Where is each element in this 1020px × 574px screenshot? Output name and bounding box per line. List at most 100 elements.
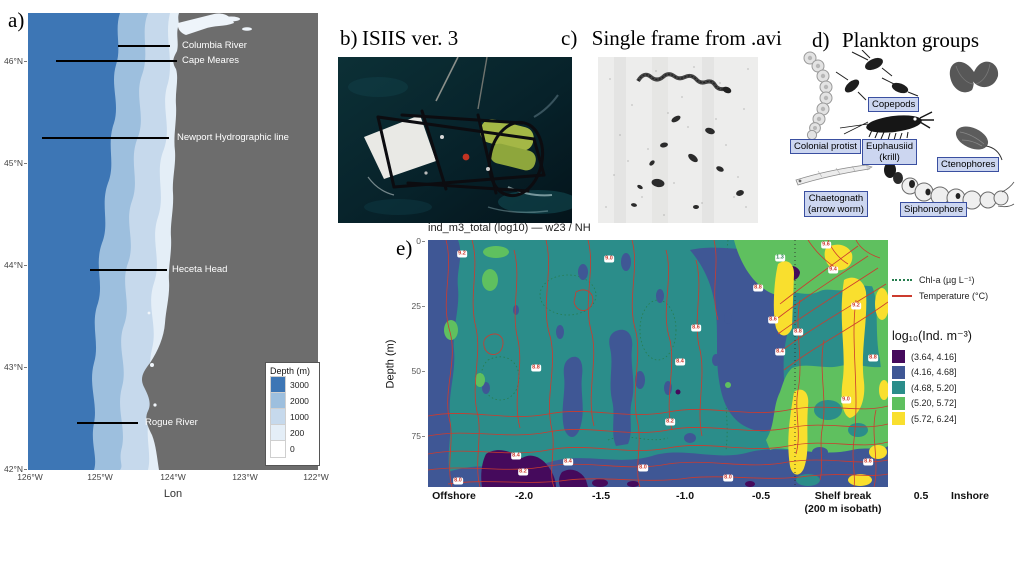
contour-label: 9.2 bbox=[457, 250, 467, 258]
panel-a-map: a) bbox=[0, 0, 335, 540]
fill-swatch bbox=[892, 365, 905, 379]
contour-label: 8.2 bbox=[518, 468, 528, 476]
contour-label: 8.4 bbox=[675, 358, 685, 366]
depth-value: 0 bbox=[290, 444, 295, 454]
distance-tick: -1.5 bbox=[591, 490, 611, 502]
distance-tick: 0.5 bbox=[913, 490, 929, 502]
panel-e-section: ind_m3_total (log10) — w23 / NH e) bbox=[380, 220, 1020, 530]
line-legend-swatch bbox=[892, 295, 912, 297]
fill-legend-title: log₁₀(Ind. m⁻³) bbox=[892, 329, 972, 343]
plankton-group-label: Chaetognath (arrow worm) bbox=[804, 191, 868, 217]
line-legend-row: Chl-a (µg L⁻¹) bbox=[892, 272, 1020, 288]
contour-label: 8.8 bbox=[793, 328, 803, 336]
overlay-line-legend: Chl-a (µg L⁻¹) Temperature (°C) bbox=[892, 272, 1020, 304]
section-graphic bbox=[428, 240, 888, 487]
isiis-frame-image bbox=[598, 57, 758, 223]
fill-swatch bbox=[892, 381, 905, 395]
contour-label: 9.6 bbox=[821, 241, 831, 249]
depth-value: 1000 bbox=[290, 412, 309, 422]
fill-bin-label: (4.68, 5.20] bbox=[911, 382, 957, 393]
fill-swatch bbox=[892, 412, 905, 426]
lat-tick: 44°N bbox=[4, 260, 27, 270]
distance-tick: -0.5 bbox=[751, 490, 771, 502]
contour-label: 9.4 bbox=[828, 266, 838, 274]
fill-swatch bbox=[892, 396, 905, 410]
transect-label: Cape Meares bbox=[182, 55, 240, 66]
map-x-axis-label: Lon bbox=[163, 488, 183, 500]
depth-value: 3000 bbox=[290, 380, 309, 390]
panel-d-label: d) bbox=[812, 28, 830, 52]
depth-swatch bbox=[270, 440, 286, 458]
depth-legend-row: 1000 bbox=[270, 408, 319, 426]
depth-value: 200 bbox=[290, 428, 305, 438]
fill-legend-row: (5.20, 5.72] bbox=[892, 396, 1020, 412]
depth-legend-row: 200 bbox=[270, 424, 319, 442]
contour-label: 9.2 bbox=[851, 302, 861, 310]
contour-label: 8.8 bbox=[868, 354, 878, 362]
lat-tick: 45°N bbox=[4, 158, 27, 168]
fill-legend-row: (3.64, 4.16] bbox=[892, 349, 1020, 365]
line-legend-row: Temperature (°C) bbox=[892, 288, 1020, 304]
section-x-axis: Offshore -2.0 -1.5 -1.0 bbox=[428, 490, 989, 520]
fill-bin-label: (3.64, 4.16] bbox=[911, 351, 957, 362]
lon-tick: 124°W bbox=[160, 472, 186, 482]
contour-label: 9.0 bbox=[604, 255, 614, 263]
contour-label: 8.6 bbox=[691, 324, 701, 332]
panel-e-label: e) bbox=[396, 236, 413, 260]
section-plot: 9.2 9.0 8.8 8.0 8.4 8.2 8.4 8.0 8.6 8.4 8.2 8.8 8.6 8… bbox=[428, 240, 888, 487]
lon-tick: 123°W bbox=[232, 472, 258, 482]
contour-label: 8.0 bbox=[638, 464, 648, 472]
isiis-photo bbox=[338, 57, 572, 223]
fill-legend: log₁₀(Ind. m⁻³) (3.64, 4.16] (4.16, 4.68… bbox=[892, 328, 1020, 427]
section-y-axis-label: Depth (m) bbox=[384, 339, 397, 389]
plankton-group-label: Copepods bbox=[868, 97, 920, 112]
plankton-group-label: Colonial protist bbox=[790, 139, 861, 154]
map-x-axis: 126°W 125°W 124°W 123°W 122°W bbox=[17, 472, 329, 484]
contour-label: 8.2 bbox=[665, 418, 675, 426]
contour-label: 8.8 bbox=[531, 364, 541, 372]
depth-value: 2000 bbox=[290, 396, 309, 406]
plankton-group-label: Euphausiid (krill) bbox=[862, 139, 918, 165]
panel-b-title: ISIIS ver. 3 bbox=[361, 26, 459, 50]
fill-bin-label: (5.20, 5.72] bbox=[911, 398, 957, 409]
bathymetry-map: Columbia River Cape Meares Newport Hydro… bbox=[28, 13, 320, 470]
transect-line bbox=[90, 269, 167, 272]
contour-label: 8.0 bbox=[723, 474, 733, 482]
fill-swatch bbox=[892, 350, 905, 364]
line-legend-label: Temperature (°C) bbox=[919, 291, 989, 301]
distance-tick: -1.0 bbox=[675, 490, 695, 502]
map-y-axis: 46°N 45°N 44°N 43°N 42°N bbox=[0, 13, 27, 474]
lat-tick: 42°N bbox=[4, 464, 27, 474]
transect-label: Heceta Head bbox=[172, 264, 228, 275]
fill-legend-row: (4.68, 5.20] bbox=[892, 380, 1020, 396]
section-y-axis: 0 25 50 75 bbox=[380, 236, 426, 487]
lon-tick: 122°W bbox=[303, 472, 329, 482]
panel-c-header: c) Single frame from .avi bbox=[561, 26, 782, 51]
contour-label: 9.0 bbox=[841, 396, 851, 404]
depth-tick: 0 bbox=[416, 236, 425, 246]
depth-legend-title: Depth (m) bbox=[270, 366, 311, 376]
line-legend-label: Chl-a (µg L⁻¹) bbox=[919, 274, 975, 285]
fill-legend-row: (5.72, 6.24] bbox=[892, 411, 1020, 427]
depth-legend-row: 0 bbox=[270, 440, 319, 458]
contour-label: 8.4 bbox=[775, 348, 785, 356]
distance-tick: Offshore bbox=[432, 490, 476, 502]
transect-line bbox=[42, 137, 169, 140]
transect-line bbox=[118, 45, 170, 48]
contour-label: 1.3 bbox=[775, 254, 785, 262]
depth-legend-row: 3000 bbox=[270, 376, 319, 394]
fill-legend-row: (4.16, 4.68] bbox=[892, 365, 1020, 381]
contour-label: 8.6 bbox=[768, 316, 778, 324]
lat-tick: 43°N bbox=[4, 362, 27, 372]
plankton-group-label: Siphonophore bbox=[900, 202, 968, 217]
depth-tick: 50 bbox=[411, 366, 426, 376]
panel-a-label: a) bbox=[8, 8, 25, 32]
panel-c-title: Single frame from .avi bbox=[591, 26, 782, 50]
distance-tick: Shelf break (200 m isobath) bbox=[804, 490, 882, 515]
fill-legend-entries: (3.64, 4.16] (4.16, 4.68] (4.68, 5.20] bbox=[892, 349, 1020, 427]
depth-legend-entries: 3000 2000 1000 bbox=[270, 376, 319, 458]
panel-d-header: d) Plankton groups bbox=[812, 28, 979, 53]
lon-tick: 126°W bbox=[17, 472, 43, 482]
distance-tick: Inshore bbox=[951, 490, 989, 502]
